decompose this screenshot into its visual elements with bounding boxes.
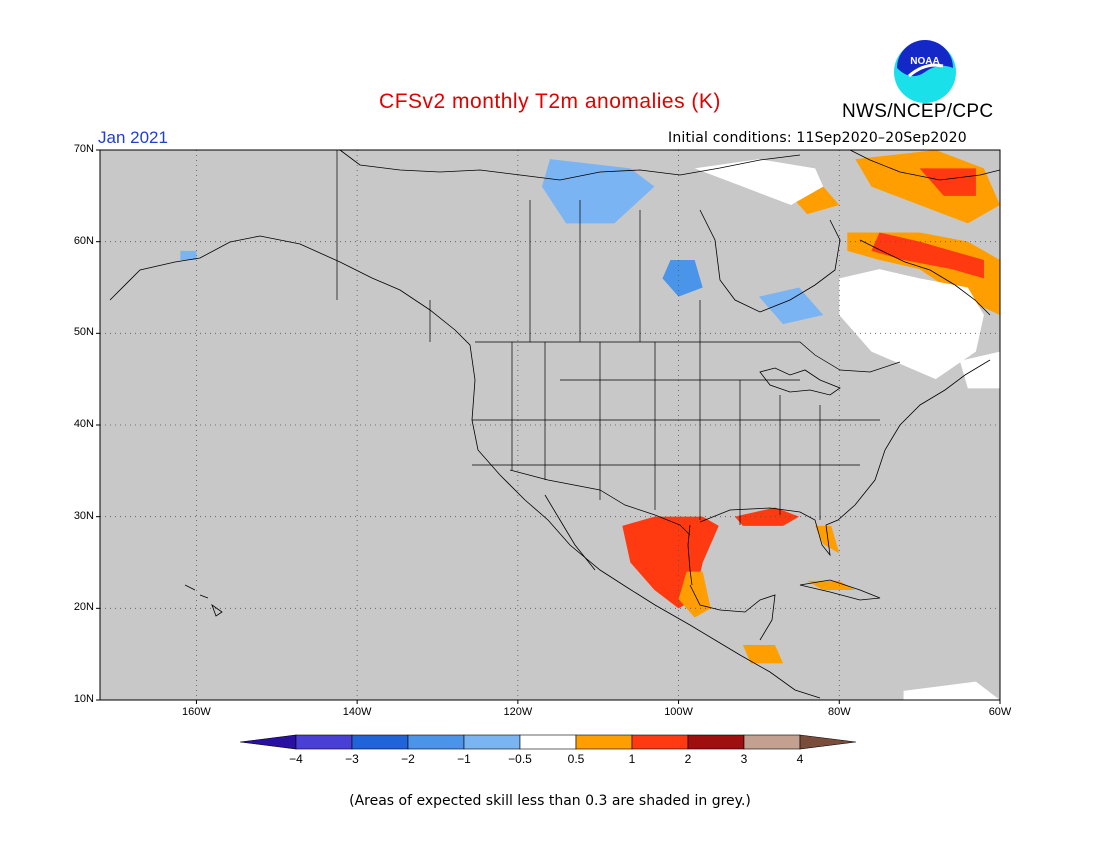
colorbar-swatch	[407, 734, 465, 750]
colorbar-swatch	[743, 734, 801, 750]
colorbar-swatch	[631, 734, 689, 750]
us-canada-border	[475, 341, 901, 373]
anomaly-region-alaska-cool	[180, 250, 197, 260]
colorbar-swatches	[239, 734, 857, 750]
mexico-gulf-coastline	[687, 524, 693, 586]
gulf-coastline	[699, 359, 991, 557]
lon-tick-label: 160W	[182, 706, 211, 718]
colorbar-tick-label: −4	[289, 752, 303, 766]
anomaly-region-gulf-coast-hot	[734, 507, 800, 526]
colorbar-tick-label: 2	[684, 752, 692, 766]
anomaly-region-cuba-warm	[807, 580, 856, 590]
anomaly-region-quebec-neutral	[839, 269, 984, 380]
lat-tick-label: 20N	[73, 601, 94, 614]
cuba-coastline	[799, 579, 881, 601]
arctic-coastline	[339, 149, 801, 181]
hudson-bay-coastline	[699, 209, 841, 313]
colorbar-tick-label: −2	[401, 752, 415, 766]
colorbar-tick-label: 1	[628, 752, 636, 766]
noaa-logo-icon: NOAA	[894, 40, 956, 103]
greenland-coastline	[849, 149, 1001, 181]
colorbar-swatch	[575, 734, 633, 750]
coastlines	[109, 149, 1001, 699]
initial-conditions: Initial conditions: 11Sep2020–20Sep2020	[668, 130, 967, 146]
us-state-lines	[472, 342, 880, 525]
map-frame	[99, 149, 1001, 701]
forecast-month: Jan 2021	[98, 128, 168, 147]
colorbar-tick-label: −0.5	[508, 752, 532, 766]
lat-tick-label: 60N	[73, 234, 94, 247]
anomaly-region-nunavut-cool	[541, 159, 655, 224]
hawaii-islands	[184, 584, 223, 617]
anomaly-region-ontario-cool	[758, 287, 824, 325]
colorbar-tick-label: 0.5	[567, 752, 585, 766]
lon-tick-label: 60W	[988, 706, 1012, 718]
anomaly-region-hudson-bay-cool	[662, 260, 703, 297]
colorbar-swatch	[351, 734, 409, 750]
colorbar-tick-label: −1	[457, 752, 471, 766]
labrador-coastline	[859, 239, 991, 316]
lat-tick-label: 10N	[73, 693, 94, 705]
lon-tick-label: 120W	[503, 706, 533, 718]
lat-tick-label: 30N	[73, 509, 94, 522]
anomaly-regions	[180, 150, 1000, 700]
anomaly-region-labrador-hot	[919, 168, 976, 196]
anomaly-region-north-neutral	[694, 159, 824, 205]
lon-tick-label: 80W	[827, 706, 851, 718]
anomaly-region-caribbean-neutral	[903, 681, 1000, 700]
lat-tick-label: 70N	[73, 143, 94, 155]
lon-tick-label: 100W	[664, 706, 693, 718]
colorbar-tick-label: −3	[345, 752, 359, 766]
anomaly-region-central-america-warm	[742, 645, 784, 664]
canada-provinces	[429, 200, 701, 342]
yucatan-coastline	[689, 584, 776, 641]
colorbar-tick-label: 4	[796, 752, 804, 766]
colorbar-tick-label: 3	[740, 752, 748, 766]
anomaly-region-quebec-hot	[871, 232, 984, 279]
great-lakes	[759, 367, 841, 396]
anomaly-region-newfoundland-neutral	[959, 351, 1000, 389]
lat-tick-label: 50N	[73, 326, 94, 339]
noaa-logo-text: NOAA	[910, 56, 939, 67]
colorbar-swatch	[799, 734, 857, 750]
lon-tick-label: 140W	[342, 706, 372, 718]
us-mexico-border	[509, 469, 691, 536]
chart-title: CFSv2 monthly T2m anomalies (K)	[379, 90, 721, 113]
colorbar-swatch	[239, 734, 297, 750]
baja-coastline	[544, 494, 596, 571]
colorbar-swatch	[519, 734, 577, 750]
colorbar-swatch	[687, 734, 745, 750]
colorbar-swatch	[463, 734, 521, 750]
lat-tick-label: 40N	[73, 418, 94, 430]
agency-label: NWS/NCEP/CPC	[842, 101, 994, 122]
footnote: (Areas of expected skill less than 0.3 a…	[349, 793, 751, 809]
map-grid	[96, 149, 1001, 704]
anomaly-region-florida-warm	[815, 525, 840, 554]
colorbar-swatch	[295, 734, 353, 750]
political-borders	[336, 150, 901, 536]
